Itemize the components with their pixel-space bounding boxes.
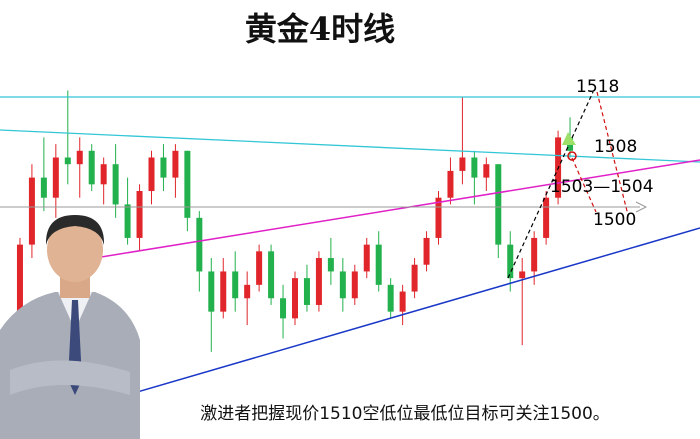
candle-body <box>411 264 418 292</box>
candle-body <box>303 278 310 305</box>
candle-body <box>40 177 47 198</box>
candle-body <box>196 217 203 272</box>
candle-body <box>315 258 322 305</box>
candle-body <box>208 271 215 312</box>
candle-body <box>256 251 263 285</box>
candle-body <box>16 244 23 332</box>
candle-body <box>435 197 442 238</box>
candle-body <box>100 164 107 185</box>
candle-body <box>543 197 550 238</box>
candle-body <box>531 237 538 272</box>
candle-body <box>387 284 394 312</box>
candle-body <box>268 251 275 299</box>
arrow <box>635 201 648 213</box>
projection-line <box>571 157 597 213</box>
candle-body <box>136 191 143 238</box>
candle-body <box>52 157 59 198</box>
candle-body <box>423 237 430 265</box>
projection-line <box>596 91 629 216</box>
annotation: 1503—1504 <box>550 177 654 197</box>
candle-body <box>160 157 167 178</box>
candle-body <box>232 271 239 299</box>
candle-body <box>64 157 71 165</box>
caption: 激进者把握现价1510空低位最低位目标可关注1500。 <box>200 404 610 424</box>
candle-body <box>471 157 478 178</box>
candle-body <box>399 291 406 312</box>
candle-body <box>172 150 179 178</box>
arrow <box>562 132 576 145</box>
candle-body <box>483 164 490 178</box>
candle-body <box>339 271 346 299</box>
annotation: 1508 <box>594 137 637 157</box>
annotation: 1518 <box>576 77 619 97</box>
candle-body <box>28 177 35 245</box>
candle-body <box>519 271 526 279</box>
chart-title: 黄金4时线 <box>245 10 395 48</box>
candle-body <box>351 271 358 299</box>
candle-body <box>148 157 155 192</box>
candle-body <box>244 284 251 299</box>
presenter-illustration <box>0 215 140 439</box>
candle-body <box>507 244 514 279</box>
candle-body <box>495 164 502 245</box>
candle-body <box>76 150 83 165</box>
candle-body <box>220 271 227 312</box>
candle-body <box>184 150 191 218</box>
candle-body <box>459 157 466 171</box>
projection-line <box>507 91 594 279</box>
annotation: 1500 <box>593 210 636 230</box>
trend-line <box>0 129 700 163</box>
candle-body <box>327 258 334 272</box>
candle-body <box>280 298 287 319</box>
marker <box>567 151 577 161</box>
trend-line <box>94 159 700 259</box>
candle-body <box>447 170 454 198</box>
candle-body <box>112 164 119 205</box>
candle-body <box>363 244 370 272</box>
candle-body <box>375 244 382 285</box>
candle-body <box>88 150 95 185</box>
candle-body <box>124 204 131 238</box>
candle-body <box>292 278 298 319</box>
